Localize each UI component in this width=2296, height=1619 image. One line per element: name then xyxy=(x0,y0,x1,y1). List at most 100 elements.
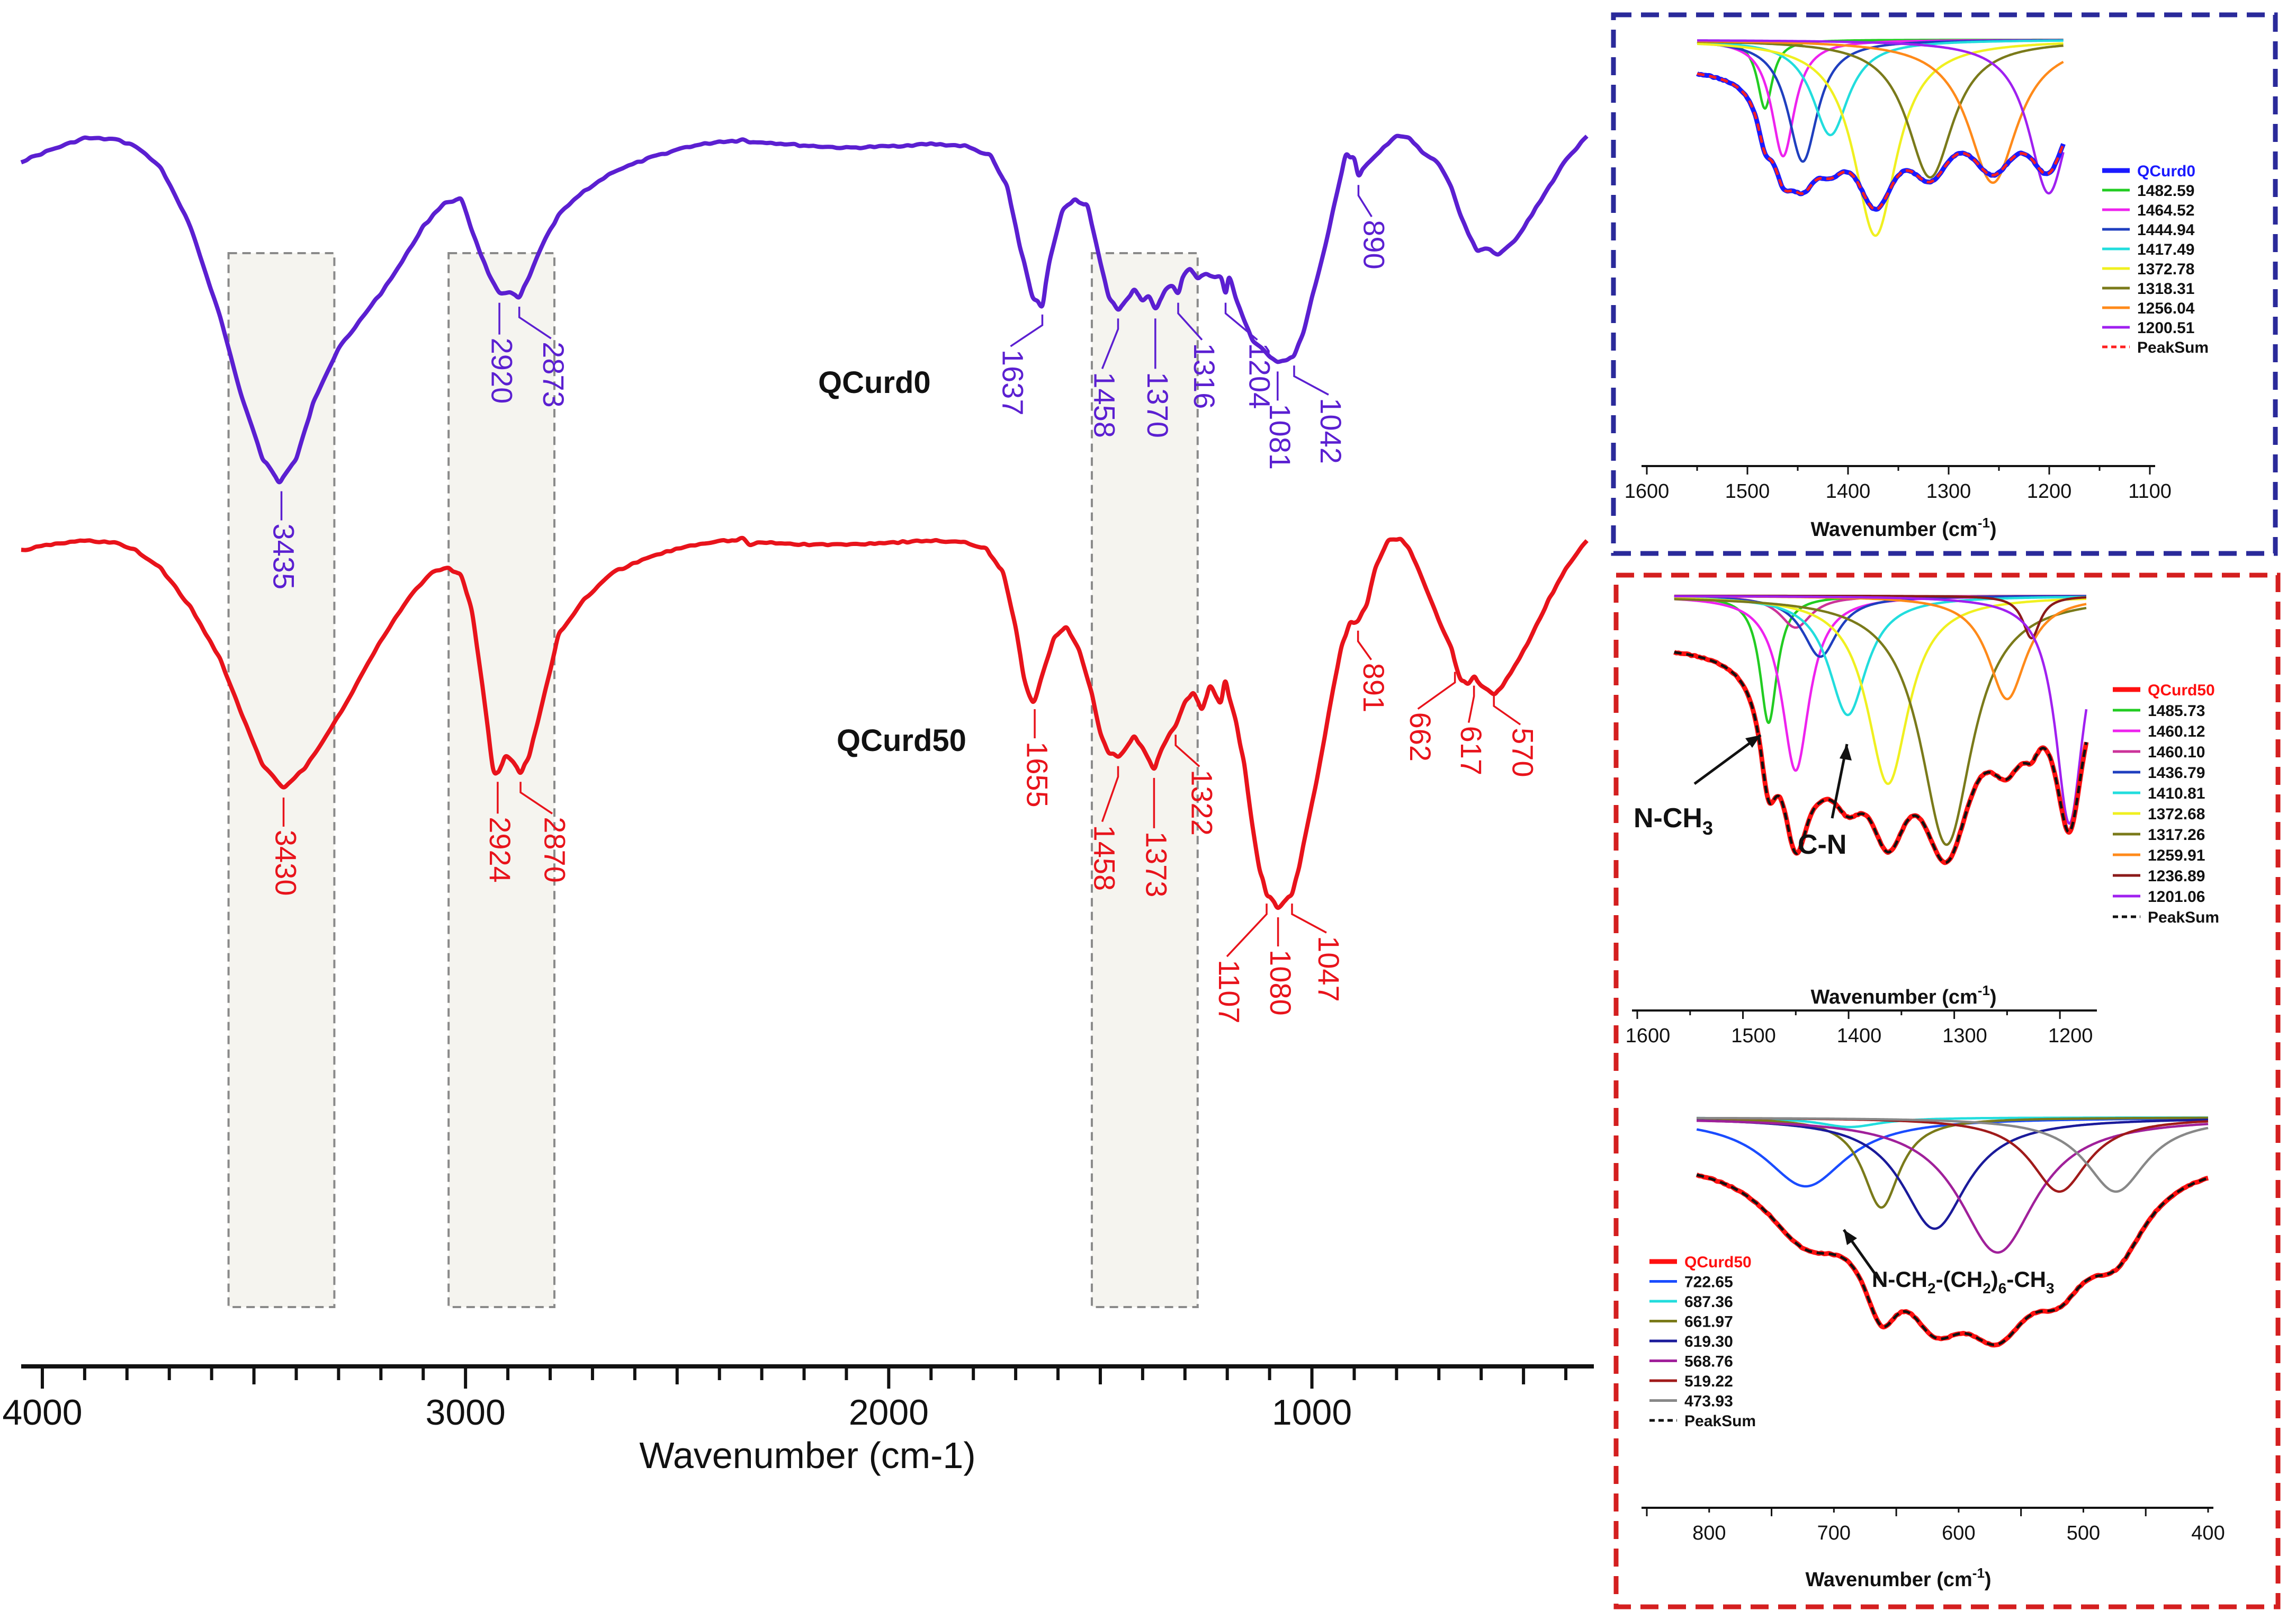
annotation-nch3: N-CH3 xyxy=(1634,803,1713,839)
legend-label: 1485.73 xyxy=(2148,702,2205,720)
legend-label: 687.36 xyxy=(1684,1293,1733,1311)
bot-legend: QCurd50 722.65 687.36 661.97 619.30 568.76 519… xyxy=(1649,1254,1756,1430)
legend-label: 1318.31 xyxy=(2137,280,2194,298)
component-curve xyxy=(1674,595,2087,701)
legend-label: 1256.04 xyxy=(2137,300,2195,317)
inset-tick-label: 1400 xyxy=(1837,1025,1882,1047)
component-curve xyxy=(1697,1116,2209,1193)
top-x-axis-title: Wavenumber (cm-1) xyxy=(1810,515,1996,541)
main-x-axis-title: Wavenumber (cm-1) xyxy=(639,1435,975,1476)
inset-tick-label: 600 xyxy=(1942,1522,1975,1544)
peak-label: 1081 xyxy=(1263,404,1297,470)
peak-leader-line xyxy=(1293,365,1329,396)
inset-tick-label: 500 xyxy=(2067,1522,2100,1544)
legend-label: 722.65 xyxy=(1684,1274,1733,1291)
component-curve xyxy=(1674,598,2087,846)
series-line-qcurd50 xyxy=(21,535,1589,910)
bot-x-axis-title: Wavenumber (cm-1) xyxy=(1805,1565,1991,1591)
peak-leader-line xyxy=(1357,630,1373,660)
peak-label: 2924 xyxy=(483,817,517,883)
component-curve xyxy=(1697,40,2064,179)
peak-label: 1204 xyxy=(1243,343,1277,409)
inset-top-frame xyxy=(1611,12,2278,556)
peak-label: 1637 xyxy=(997,350,1030,416)
component-curve xyxy=(1674,595,2086,658)
legend-label: 473.93 xyxy=(1684,1393,1733,1410)
peak-label: 2870 xyxy=(538,817,571,883)
measured-curve xyxy=(1673,650,2089,865)
legend-label: 1417.49 xyxy=(2137,241,2194,258)
bot-x-axis: 800 700 600 500 400 xyxy=(1642,1507,2225,1544)
peaksum-curve xyxy=(1696,1173,2209,1346)
component-curve xyxy=(1697,39,2065,195)
peak-label: 890 xyxy=(1358,220,1391,269)
inset-tick-label: 1300 xyxy=(1926,480,1971,503)
legend-label: 519.22 xyxy=(1684,1373,1733,1390)
peak-label: 3430 xyxy=(270,830,303,896)
peak-label: 3435 xyxy=(267,524,301,590)
highlight-bands xyxy=(227,252,1199,1308)
arrow-chain-head xyxy=(1844,1230,1857,1245)
peak-label: 1107 xyxy=(1213,960,1246,1023)
peak-leader-line xyxy=(519,782,553,815)
peak-label: 891 xyxy=(1357,663,1391,712)
legend-label: 1482.59 xyxy=(2137,182,2194,200)
peak-label: 1080 xyxy=(1264,950,1297,1016)
legend-label: 1317.26 xyxy=(2148,826,2205,844)
bot-component-curves xyxy=(1696,1116,2209,1348)
legend-label: 1200.51 xyxy=(2137,319,2194,337)
mid-legend: QCurd50 1485.73 1460.12 1460.10 1436.79 1410.… xyxy=(2113,682,2219,926)
legend-label: 1410.81 xyxy=(2148,785,2205,802)
inset-tick-label: 1600 xyxy=(1625,480,1670,503)
legend-label: 1460.12 xyxy=(2148,723,2205,740)
highlight-band xyxy=(1090,252,1199,1308)
peak-label: 1458 xyxy=(1088,825,1122,891)
legend-label: 619.30 xyxy=(1684,1333,1733,1350)
legend-label: 1236.89 xyxy=(2148,867,2205,885)
peak-leader-line xyxy=(1417,672,1456,710)
peak-leader-line xyxy=(1174,735,1200,767)
peak-label: 2873 xyxy=(537,342,570,408)
legend-label: 661.97 xyxy=(1684,1313,1733,1331)
annotation-alkyl-chain: N-CH2-(CH2)6-CH3 xyxy=(1872,1267,2055,1296)
main-tick-label: 2000 xyxy=(849,1392,929,1433)
series-line-qcurd0 xyxy=(20,133,1589,485)
peak-leader-line xyxy=(1101,766,1119,822)
component-curve xyxy=(1697,39,2064,158)
peak-label: 617 xyxy=(1455,726,1488,775)
peak-leader-line xyxy=(1493,695,1521,726)
component-curve xyxy=(1697,42,2064,237)
inset-qcurd50-deconvolution: 1600 1500 1400 1300 1200 QCurd50 1485.73 1460.… xyxy=(1613,573,2281,1609)
legend-label: 1460.10 xyxy=(2148,744,2205,761)
inset-tick-label: 800 xyxy=(1692,1522,1726,1544)
legend-label: 568.76 xyxy=(1684,1353,1733,1371)
arrow-cn-head xyxy=(1840,744,1852,761)
inset-bottom-frame xyxy=(1613,573,2281,1609)
peak-leader-line xyxy=(1291,904,1327,934)
inset-tick-label: 1100 xyxy=(2128,480,2172,503)
mid-x-axis: 1600 1500 1400 1300 1200 xyxy=(1626,1009,2097,1047)
top-legend: QCurd0 1482.59 1464.52 1444.94 1417.49 1372.7… xyxy=(2102,163,2209,356)
legend-label: 1444.94 xyxy=(2137,221,2195,239)
component-curve xyxy=(1697,1119,2209,1254)
arrow-nch3-head xyxy=(1745,735,1761,748)
peaksum-curve xyxy=(1697,72,2065,211)
legend-label: QCurd50 xyxy=(2148,682,2215,699)
peak-label: 1322 xyxy=(1185,770,1218,836)
inset-tick-label: 1200 xyxy=(2027,480,2072,503)
top-component-curves xyxy=(1696,38,2066,237)
legend-label: PeakSum xyxy=(1684,1412,1756,1430)
peak-leader-line xyxy=(1010,314,1044,347)
peak-leader-line xyxy=(1226,904,1268,958)
top-x-axis: 1600 1500 1400 1300 1200 1100 xyxy=(1625,465,2172,503)
legend-label: 1372.78 xyxy=(2137,261,2194,278)
mid-component-curves xyxy=(1673,594,2089,865)
peak-label: 1047 xyxy=(1312,936,1346,1002)
inset-tick-label: 1300 xyxy=(1942,1025,1987,1047)
inset-tick-label: 400 xyxy=(2191,1522,2225,1544)
component-curve xyxy=(1674,595,2087,717)
component-curve xyxy=(1697,1119,2209,1230)
